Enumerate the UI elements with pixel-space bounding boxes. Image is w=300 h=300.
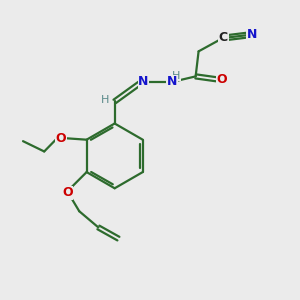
Text: N: N bbox=[138, 75, 149, 88]
Text: N: N bbox=[167, 75, 177, 88]
Text: H: H bbox=[101, 95, 110, 105]
Text: C: C bbox=[219, 31, 228, 44]
Text: H: H bbox=[172, 71, 180, 81]
Text: N: N bbox=[247, 28, 257, 41]
Text: O: O bbox=[56, 132, 66, 145]
Text: O: O bbox=[217, 73, 227, 86]
Text: O: O bbox=[62, 186, 73, 199]
